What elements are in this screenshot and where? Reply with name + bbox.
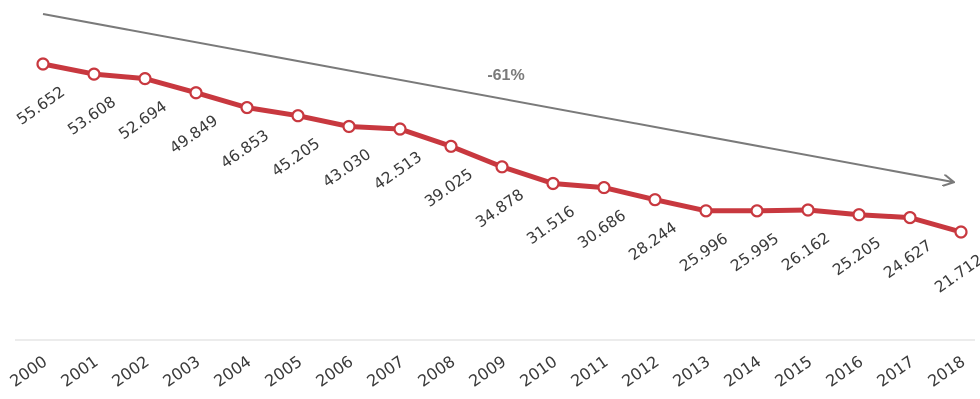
data-point — [699, 204, 713, 218]
data-label: 25.995 — [727, 229, 782, 275]
data-label: 25.205 — [829, 233, 884, 279]
data-point — [597, 180, 611, 195]
data-point — [189, 86, 203, 100]
x-tick-label: 2012 — [618, 352, 662, 391]
data-point — [750, 204, 764, 218]
x-tick-label: 2005 — [261, 352, 305, 391]
x-tick-label: 2003 — [159, 352, 203, 391]
x-tick-label: 2004 — [210, 352, 254, 391]
x-tick-label: 2015 — [771, 352, 815, 391]
data-label: 39.025 — [421, 165, 476, 211]
data-labels: 55.65253.60852.69449.84946.85345.20543.0… — [13, 83, 980, 297]
data-point — [546, 176, 560, 191]
data-label: 53.608 — [64, 93, 119, 139]
drop-lines — [42, 64, 962, 332]
x-tick-label: 2001 — [57, 352, 101, 391]
data-point — [342, 119, 356, 134]
x-axis-tick-labels: 2000 2001 2002 2003 2004 2005 2006 2007 2008 2009… — [6, 352, 968, 391]
data-point — [852, 208, 866, 222]
x-tick-label: 2011 — [567, 352, 611, 391]
data-point — [393, 122, 407, 136]
data-label: 49.849 — [166, 111, 221, 157]
data-label: 21.712 — [931, 251, 980, 297]
x-tick-label: 2006 — [312, 352, 356, 391]
data-label: 28.244 — [625, 218, 680, 264]
data-label: 25.996 — [676, 229, 731, 275]
x-tick-label: 2016 — [822, 352, 866, 391]
data-point — [903, 210, 917, 225]
x-tick-label: 2010 — [516, 352, 560, 391]
data-label: 52.694 — [115, 97, 170, 143]
trend-arrow — [42, 13, 953, 182]
data-label: 30.686 — [574, 206, 629, 252]
data-label: 46.853 — [217, 126, 272, 172]
x-tick-label: 2018 — [924, 352, 968, 391]
data-label: 42.513 — [370, 148, 425, 194]
data-point — [444, 139, 458, 153]
data-point — [36, 57, 50, 71]
data-point — [648, 193, 662, 207]
data-points — [36, 57, 968, 239]
data-point — [495, 160, 509, 174]
data-point — [240, 100, 254, 115]
data-point — [138, 72, 152, 86]
data-label: 55.652 — [13, 83, 68, 129]
x-tick-label: 2017 — [873, 352, 917, 391]
x-tick-label: 2002 — [108, 352, 152, 391]
data-label: 45.205 — [268, 134, 323, 180]
data-label: 26.162 — [778, 229, 833, 275]
x-tick-label: 2000 — [6, 352, 50, 391]
data-point — [87, 67, 101, 81]
x-tick-label: 2008 — [414, 352, 458, 391]
x-tick-label: 2013 — [669, 352, 713, 391]
data-point — [954, 225, 968, 239]
data-point — [291, 109, 305, 123]
x-tick-label: 2014 — [720, 352, 764, 391]
x-tick-label: 2009 — [465, 352, 509, 391]
data-label: 34.878 — [472, 185, 527, 231]
trend-annotation: -61% — [487, 67, 524, 84]
data-point — [801, 203, 815, 217]
data-label: 43.030 — [319, 145, 374, 191]
x-tick-label: 2007 — [363, 352, 407, 391]
data-label: 24.627 — [880, 236, 935, 282]
data-label: 31.516 — [523, 202, 578, 248]
